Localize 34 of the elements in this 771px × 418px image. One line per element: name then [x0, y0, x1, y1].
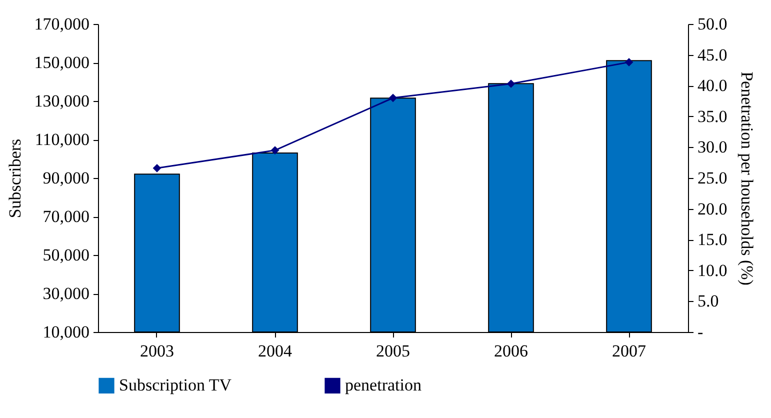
x-tick-label: 2005	[376, 342, 410, 360]
x-tick-label: 2007	[612, 342, 646, 360]
y2-tick-label: 20.0	[698, 199, 728, 218]
y-axis-title: Subscribers	[5, 138, 24, 218]
y2-tick-label: 5.0	[698, 292, 719, 311]
x-tick-label: 2004	[258, 342, 292, 360]
y-tick-label: 10,000	[42, 322, 90, 342]
y2-tick-label: 15.0	[698, 230, 728, 250]
y-tick-label: 70,000	[42, 207, 90, 226]
y2-tick-label: 25.0	[698, 168, 728, 188]
y2-tick-label: 10.0	[698, 260, 728, 280]
y-tick-label: 90,000	[42, 168, 90, 188]
legend-label: Subscription TV	[119, 376, 232, 395]
y-tick-label: 170,000	[34, 14, 90, 34]
y2-tick-label: 35.0	[698, 106, 728, 126]
y-tick-label: 110,000	[34, 130, 90, 149]
y2-tick-label: 40.0	[698, 76, 728, 96]
legend-label: penetration	[345, 376, 422, 395]
point	[152, 164, 162, 172]
point	[624, 58, 634, 66]
point	[270, 146, 280, 154]
y-tick-label: 130,000	[34, 92, 90, 110]
y2-tick-label: -	[698, 322, 704, 342]
point	[388, 94, 398, 102]
y-tick-label: 30,000	[42, 284, 90, 303]
y-tick-label: 150,000	[34, 53, 90, 72]
y2-axis-title: Penetration per households (%)	[737, 72, 756, 286]
x-tick-label: 2006	[494, 342, 528, 360]
y2-tick-label: 50.0	[698, 14, 728, 34]
y-tick-label: 50,000	[42, 246, 90, 264]
y2-tick-label: 30.0	[698, 138, 728, 157]
y2-tick-label: 45.0	[698, 45, 728, 64]
point	[506, 80, 516, 88]
x-tick-label: 2003	[140, 342, 174, 360]
